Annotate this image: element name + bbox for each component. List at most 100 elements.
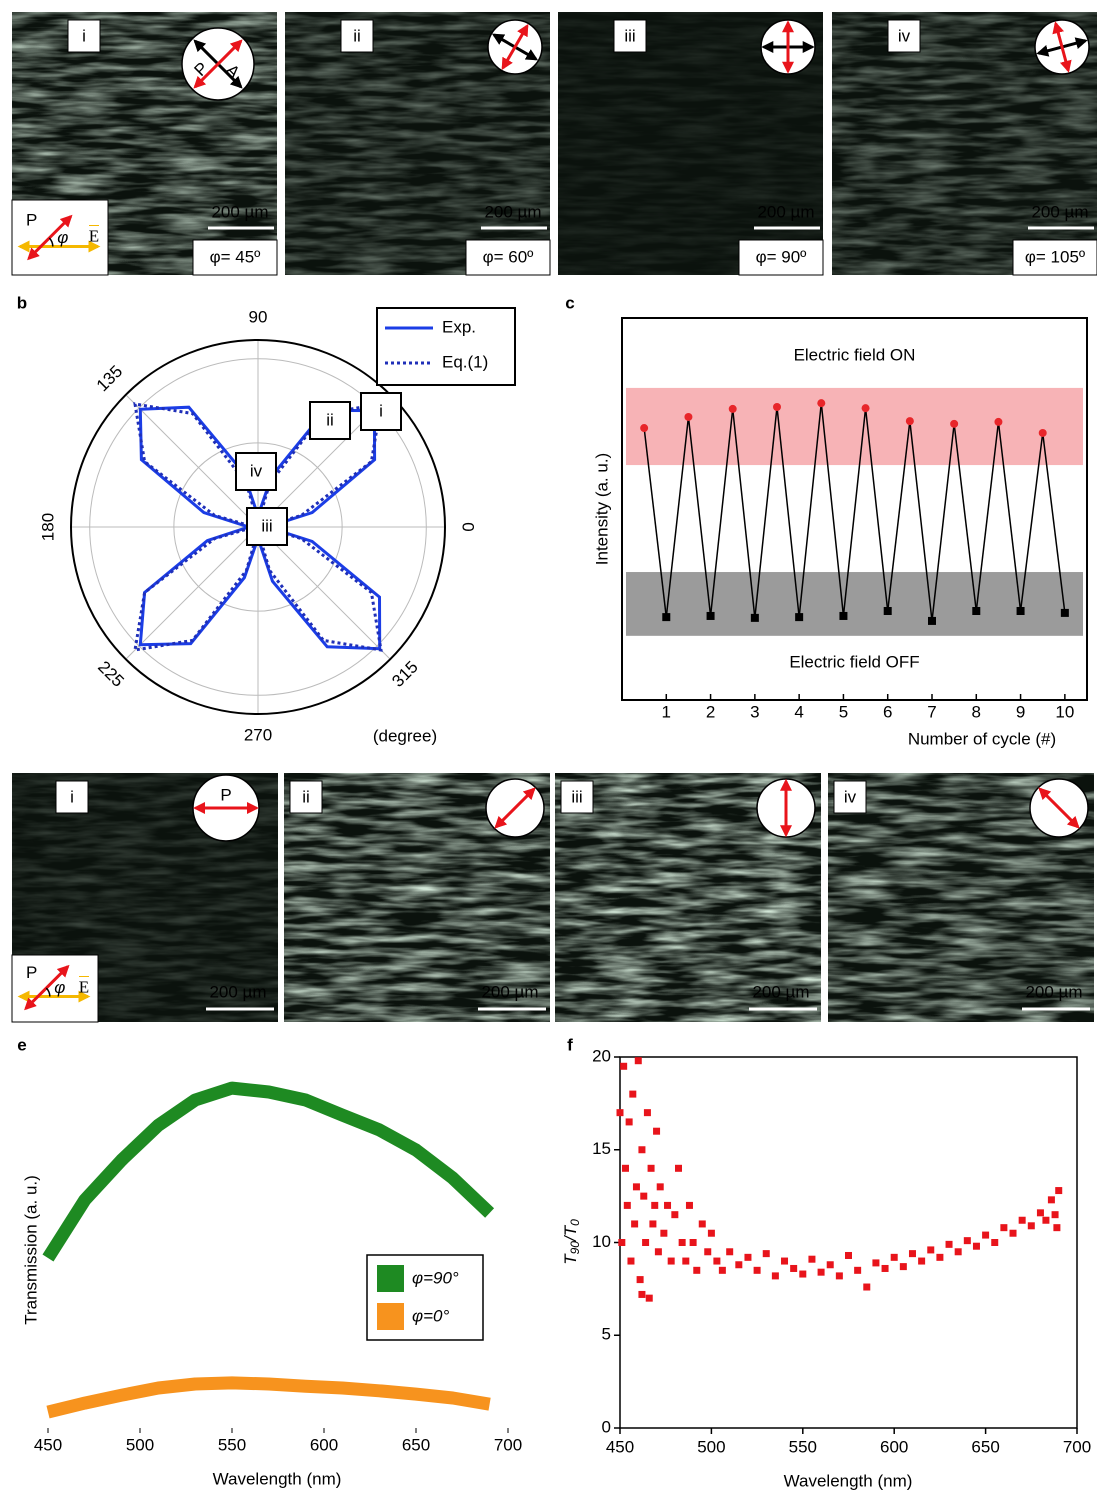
scatter-point [1053,1224,1060,1231]
y-axis-title-part: 90 [568,1241,582,1255]
scatter-point [651,1202,658,1209]
band-label: Electric field OFF [789,652,919,671]
on-point [862,404,870,412]
scatter-point [1019,1217,1026,1224]
scatter-point [909,1250,916,1257]
x-tick-label: 450 [34,1435,62,1454]
scatter-point [1055,1187,1062,1194]
scatter-point [660,1230,667,1237]
theta-tick-label: 315 [388,657,421,690]
off-point [972,607,980,615]
x-tick-label: 700 [1063,1437,1091,1456]
scatter-point [640,1193,647,1200]
polarizer-label: P [26,210,37,229]
scatter-point [629,1091,636,1098]
off-point [795,613,803,621]
panel-label: b [17,293,27,312]
band-label: Electric field ON [794,345,916,364]
scatter-point [836,1272,843,1279]
scatter-point [1010,1230,1017,1237]
scatter-point [1052,1211,1059,1218]
legend-swatch [377,1265,404,1292]
scale-bar-label: 200 µm [484,202,541,221]
scatter-point [664,1202,671,1209]
legend-label: φ=0° [412,1306,449,1325]
scatter-point [627,1258,634,1265]
scatter-point [900,1263,907,1270]
y-tick-label: 10 [592,1232,611,1251]
image-label: iv [844,787,857,806]
annotation: iii [261,516,272,535]
off-point [928,617,936,625]
on-point [640,424,648,432]
theta-tick-label: 180 [38,513,57,541]
scatter-point [649,1220,656,1227]
y-tick-label: 20 [592,1046,611,1065]
plot-frame [620,1057,1077,1428]
image-label: ii [302,787,310,806]
x-tick-label: 650 [971,1437,999,1456]
x-tick-label: 2 [706,702,715,721]
scatter-point [618,1239,625,1246]
scatter-point [918,1258,925,1265]
scale-bar-label: 200 µm [211,202,268,221]
image-label: iii [624,26,635,45]
scatter-point [617,1109,624,1116]
scatter-point [690,1239,697,1246]
scatter-point [1042,1217,1049,1224]
angle-symbol: φ [54,978,65,997]
x-axis-title: Wavelength (nm) [213,1469,342,1488]
scatter-point [644,1109,651,1116]
spectrum-line [48,1383,490,1412]
scatter-point [682,1258,689,1265]
scatter-point [671,1211,678,1218]
x-tick-label: 500 [126,1435,154,1454]
x-axis-title: Number of cycle (#) [908,729,1056,748]
x-tick-label: 600 [880,1437,908,1456]
field-label: E [79,977,89,996]
scatter-point [637,1276,644,1283]
scatter-point [1037,1209,1044,1216]
scatter-point [735,1261,742,1268]
scatter-point [708,1230,715,1237]
scatter-point [781,1258,788,1265]
scale-bar-label: 200 µm [481,982,538,1001]
scatter-point [633,1183,640,1190]
scatter-point [1000,1224,1007,1231]
x-tick-label: 700 [494,1435,522,1454]
scatter-point [927,1246,934,1253]
image-label: iv [898,26,911,45]
state-band [626,388,1083,465]
x-tick-label: 450 [606,1437,634,1456]
scatter-point [854,1267,861,1274]
scatter-point [946,1241,953,1248]
theta-tick-label: 0 [459,522,478,531]
x-tick-label: 1 [662,702,671,721]
scatter-point [675,1165,682,1172]
polarizer-label: P [26,963,37,982]
off-point [751,614,759,622]
scatter-point [863,1284,870,1291]
angle-label: φ= 105º [1025,247,1085,266]
x-tick-label: 5 [839,702,848,721]
on-point [817,399,825,407]
legend-label: Exp. [442,317,476,336]
scatter-point [991,1239,998,1246]
scale-bar-label: 200 µm [1031,202,1088,221]
field-label: E [89,226,99,245]
scatter-point [624,1202,631,1209]
scatter-point [648,1165,655,1172]
scale-bar-label: 200 µm [752,982,809,1001]
off-point [1017,607,1025,615]
x-axis-title: Wavelength (nm) [784,1471,913,1490]
angle-label: φ= 60º [483,247,534,266]
on-point [906,417,914,425]
off-point [839,612,847,620]
scatter-point [631,1220,638,1227]
scatter-point [973,1243,980,1250]
scatter-point [686,1202,693,1209]
angle-label: φ= 45º [210,247,261,266]
angle-symbol: φ [57,228,68,247]
scatter-point [936,1254,943,1261]
x-tick-label: 8 [972,702,981,721]
